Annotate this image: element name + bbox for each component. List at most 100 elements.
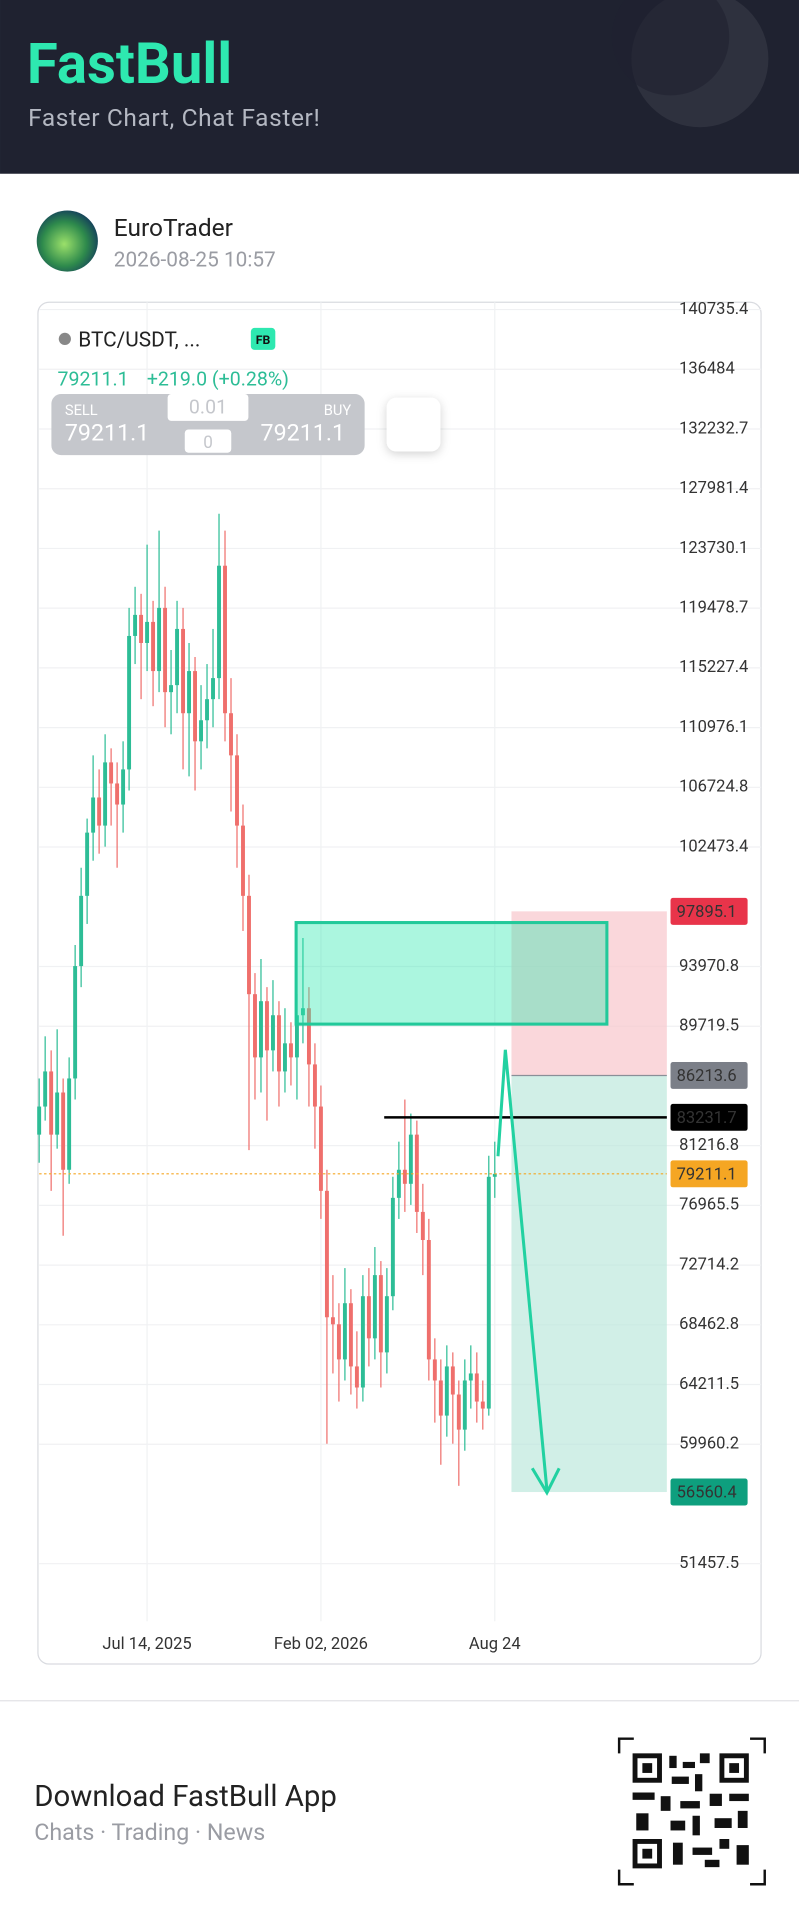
candle-body bbox=[163, 607, 168, 693]
order-count: 0 bbox=[203, 433, 213, 453]
y-tick-label: 136484 bbox=[679, 360, 735, 379]
candle-body bbox=[265, 1001, 269, 1051]
candle-body bbox=[283, 1043, 287, 1072]
candle-body bbox=[241, 825, 245, 896]
price-tag-label: 83231.7 bbox=[677, 1109, 737, 1128]
candle-body bbox=[408, 1134, 413, 1184]
candle-body bbox=[402, 1169, 407, 1184]
x-tick-label: Aug 24 bbox=[469, 1635, 521, 1654]
brand-title: FastBull bbox=[27, 31, 232, 97]
trade-panel[interactable] bbox=[51, 393, 365, 456]
brand-tagline: Faster Chart, Chat Faster! bbox=[28, 103, 320, 132]
candle-body bbox=[85, 832, 90, 896]
candle-body bbox=[97, 797, 102, 826]
candle-body bbox=[288, 1043, 293, 1058]
candle-body bbox=[360, 1296, 365, 1388]
candle-body bbox=[486, 1176, 491, 1409]
candle-body bbox=[384, 1296, 389, 1353]
candle-body bbox=[366, 1296, 371, 1339]
y-tick-label: 106724.8 bbox=[679, 778, 748, 797]
sell-price: 79211.1 bbox=[65, 418, 149, 446]
candle-body bbox=[175, 628, 180, 686]
candle-body bbox=[43, 1071, 48, 1107]
candle-body bbox=[348, 1303, 353, 1367]
price-tag-label: 97895.1 bbox=[677, 903, 737, 922]
y-tick-label: 64211.5 bbox=[679, 1375, 739, 1394]
candle-body bbox=[187, 671, 191, 714]
y-tick-label: 93970.8 bbox=[679, 957, 739, 976]
avatar bbox=[36, 210, 98, 272]
candle-body bbox=[318, 1106, 323, 1191]
candle-body bbox=[211, 678, 215, 700]
candle-body bbox=[312, 1064, 317, 1107]
buy-label: BUY bbox=[324, 401, 352, 419]
buy-price: 79211.1 bbox=[261, 418, 345, 446]
candle-body bbox=[235, 755, 239, 826]
tool-button[interactable] bbox=[386, 397, 441, 452]
candle-body bbox=[432, 1359, 437, 1381]
sell-label: SELL bbox=[65, 401, 98, 419]
price-tag bbox=[670, 1061, 748, 1089]
last-price: 79211.1 bbox=[58, 367, 129, 390]
y-tick-label: 140735.4 bbox=[679, 300, 748, 319]
candle-body bbox=[73, 966, 78, 1079]
price-tag bbox=[670, 897, 748, 925]
footer-title: Download FastBull App bbox=[34, 1780, 337, 1814]
candle-body bbox=[61, 1092, 66, 1170]
candle-body bbox=[324, 1190, 329, 1318]
candle-body bbox=[37, 1106, 42, 1135]
candle-body bbox=[103, 762, 108, 826]
candle-body bbox=[139, 614, 144, 643]
candle-body bbox=[115, 783, 120, 805]
candle-body bbox=[336, 1324, 341, 1360]
candle-body bbox=[438, 1380, 443, 1416]
drawn-arrow bbox=[496, 1049, 549, 1491]
count-box[interactable] bbox=[184, 429, 232, 453]
y-tick-label: 72714.2 bbox=[679, 1255, 739, 1274]
candle-body bbox=[480, 1401, 485, 1409]
badge-bg bbox=[250, 327, 276, 350]
candle-body bbox=[109, 762, 114, 784]
qty-box[interactable] bbox=[167, 393, 249, 421]
y-tick-label: 132232.7 bbox=[679, 419, 748, 438]
candle-body bbox=[247, 895, 251, 995]
candle-body bbox=[193, 671, 197, 742]
candle-body bbox=[127, 635, 132, 770]
candle-body bbox=[217, 565, 221, 679]
badge: FB bbox=[256, 333, 271, 347]
candle-body bbox=[277, 1015, 281, 1072]
x-tick-label: Jul 14, 2025 bbox=[102, 1635, 191, 1654]
candle-body bbox=[151, 621, 156, 672]
candle-body bbox=[271, 1015, 275, 1051]
candle-body bbox=[492, 1173, 497, 1177]
candle-body bbox=[205, 699, 209, 721]
chart: 140735.4 136484 132232.7 127981.4 123730.1 11… bbox=[37, 300, 762, 1654]
price-tag-label: 56560.4 bbox=[677, 1484, 737, 1503]
order-quantity: 0.01 bbox=[189, 396, 227, 419]
candle-body bbox=[181, 628, 186, 714]
price-tag-label: 86213.6 bbox=[677, 1067, 737, 1086]
drawn-arrowhead bbox=[530, 1467, 561, 1496]
candle-body bbox=[330, 1317, 335, 1325]
candle-body bbox=[145, 621, 150, 643]
y-tick-label: 119478.7 bbox=[679, 599, 748, 618]
y-tick-label: 123730.1 bbox=[679, 539, 748, 558]
candle-body bbox=[450, 1366, 455, 1395]
reward-zone bbox=[511, 1075, 667, 1493]
candle-body bbox=[55, 1092, 60, 1135]
candle-body bbox=[372, 1275, 377, 1339]
qr-code bbox=[617, 1737, 766, 1886]
price-tag bbox=[670, 1160, 748, 1188]
candle-body bbox=[199, 720, 203, 742]
candle-body bbox=[91, 797, 96, 833]
y-tick-label: 59960.2 bbox=[679, 1435, 739, 1454]
price-change: +219.0 (+0.28%) bbox=[147, 367, 289, 390]
symbol: BTC/USDT, ... bbox=[78, 328, 200, 352]
candle-body bbox=[67, 1078, 72, 1170]
candle-body bbox=[157, 607, 162, 672]
header-decor bbox=[611, 0, 730, 96]
candle-body bbox=[444, 1366, 449, 1416]
price-tag bbox=[670, 1103, 748, 1131]
